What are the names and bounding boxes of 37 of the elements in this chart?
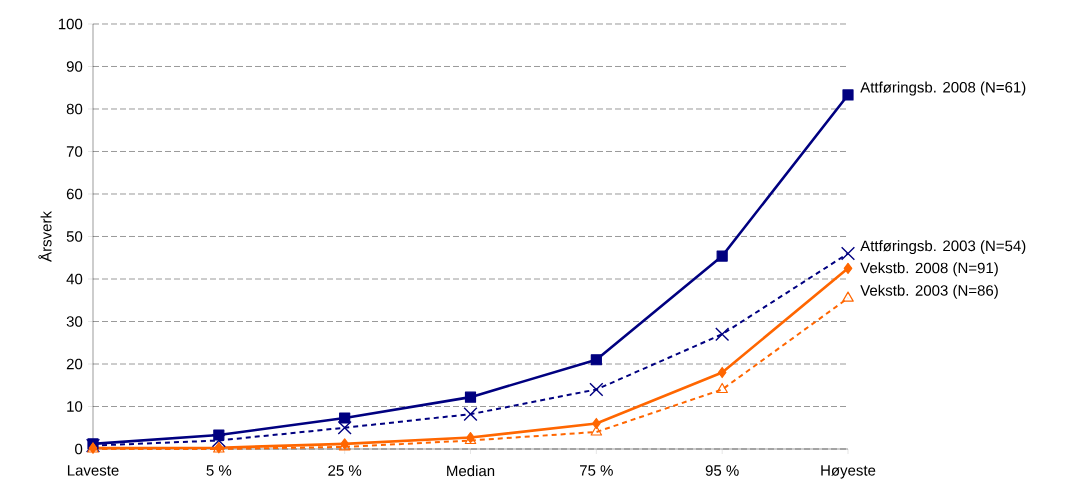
series-label: Attføringsb. 2008 (N=61) (860, 81, 1026, 96)
y-tick-label: 30 (66, 316, 83, 327)
point (843, 262, 853, 274)
point (590, 354, 602, 366)
x-tick-label: Laveste (67, 465, 119, 476)
x-tick-label: 95 % (705, 465, 739, 476)
x-tick-label: Median (447, 465, 495, 477)
y-tick-label: 0 (75, 443, 83, 455)
point (589, 382, 604, 397)
x-tick-label: 25 % (328, 465, 362, 476)
point (339, 412, 351, 424)
point (717, 366, 727, 379)
y-tick-label: 70 (66, 146, 83, 157)
y-tick-label: 10 (67, 401, 83, 412)
y-tick-label: 60 (66, 188, 83, 200)
point (464, 391, 477, 403)
point (842, 89, 854, 101)
series-label: Attføringsb. 2003 (N=54) (860, 240, 1026, 255)
x-tick-label: 75 % (580, 465, 613, 476)
series-label: Vekstb. 2008 (N=91) (860, 262, 998, 277)
y-tick-label: 50 (66, 231, 83, 242)
point (715, 327, 730, 342)
point (463, 407, 478, 422)
point (716, 250, 728, 262)
x-tick-label: 5 % (206, 465, 232, 476)
point (716, 382, 728, 394)
series-label: Vekstb. 2003 (N=86) (860, 284, 998, 299)
point (842, 291, 854, 302)
point (337, 420, 352, 435)
y-tick-label: 80 (66, 103, 83, 115)
x-tick-label: Høyeste (821, 465, 876, 479)
y-tick-label: 90 (66, 61, 83, 72)
point (840, 246, 856, 261)
y-tick-label: 40 (66, 273, 83, 285)
y-tick-label: 20 (66, 358, 83, 370)
y-axis-title: Årsverk (38, 211, 52, 262)
y-tick-label: 100 (58, 18, 83, 30)
